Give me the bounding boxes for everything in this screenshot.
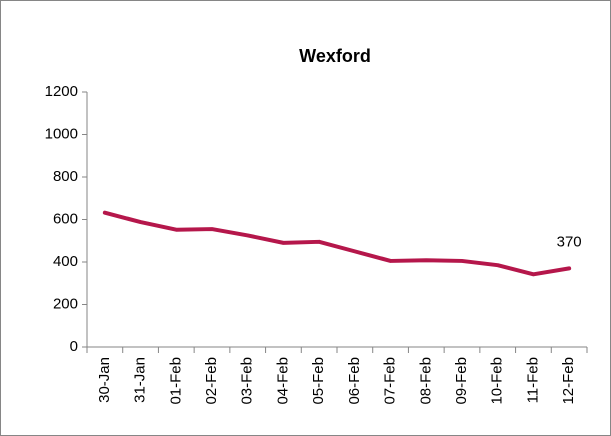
x-tick-label: 05-Feb (310, 357, 327, 405)
y-tick-label: 400 (53, 253, 78, 270)
x-tick-label: 07-Feb (382, 357, 399, 405)
x-tick-label: 02-Feb (203, 357, 220, 405)
y-tick-label: 600 (53, 210, 78, 227)
x-tick-label: 06-Feb (346, 357, 363, 405)
y-tick-label: 800 (53, 168, 78, 185)
series-line (102, 210, 572, 277)
x-tick-label: 31-Jan (132, 357, 149, 403)
x-tick-label: 10-Feb (489, 357, 506, 405)
y-tick-label: 1000 (45, 125, 78, 142)
x-tick-label: 04-Feb (274, 357, 291, 405)
x-tick-label: 03-Feb (239, 357, 256, 405)
y-tick-label: 0 (70, 338, 78, 355)
x-tick-label: 11-Feb (524, 357, 541, 403)
data-label: 370 (557, 233, 582, 250)
y-tick-label: 1200 (45, 83, 78, 100)
x-tick-label: 09-Feb (453, 357, 470, 405)
y-tick-label: 200 (53, 295, 78, 312)
x-tick-label: 08-Feb (417, 357, 434, 405)
chart-title: Wexford (299, 46, 371, 66)
x-tick-label: 01-Feb (167, 357, 184, 405)
x-tick-label: 12-Feb (560, 357, 577, 405)
x-tick-label: 30-Jan (96, 357, 113, 403)
